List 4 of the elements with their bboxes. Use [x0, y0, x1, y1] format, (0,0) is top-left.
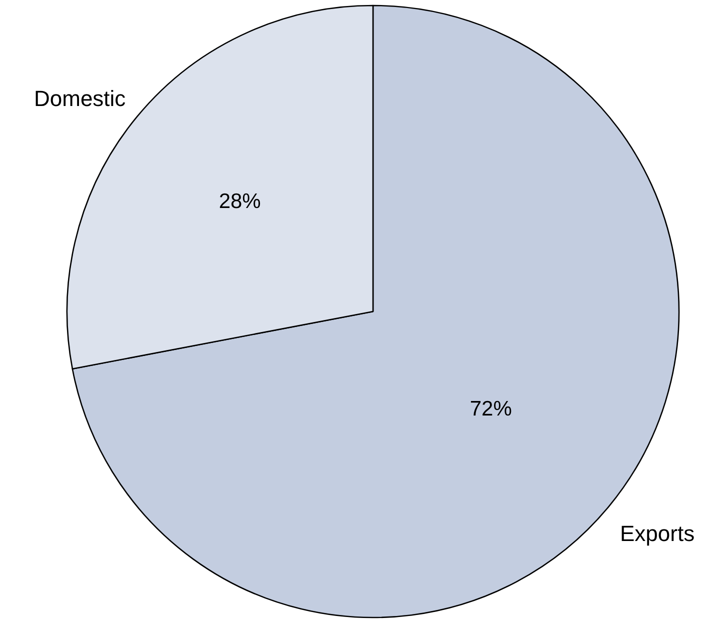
slice-label: Exports: [620, 521, 695, 546]
data-label: 28%: [218, 190, 261, 213]
data-label: 72%: [470, 398, 512, 421]
slice-label: Domestic: [34, 86, 126, 111]
